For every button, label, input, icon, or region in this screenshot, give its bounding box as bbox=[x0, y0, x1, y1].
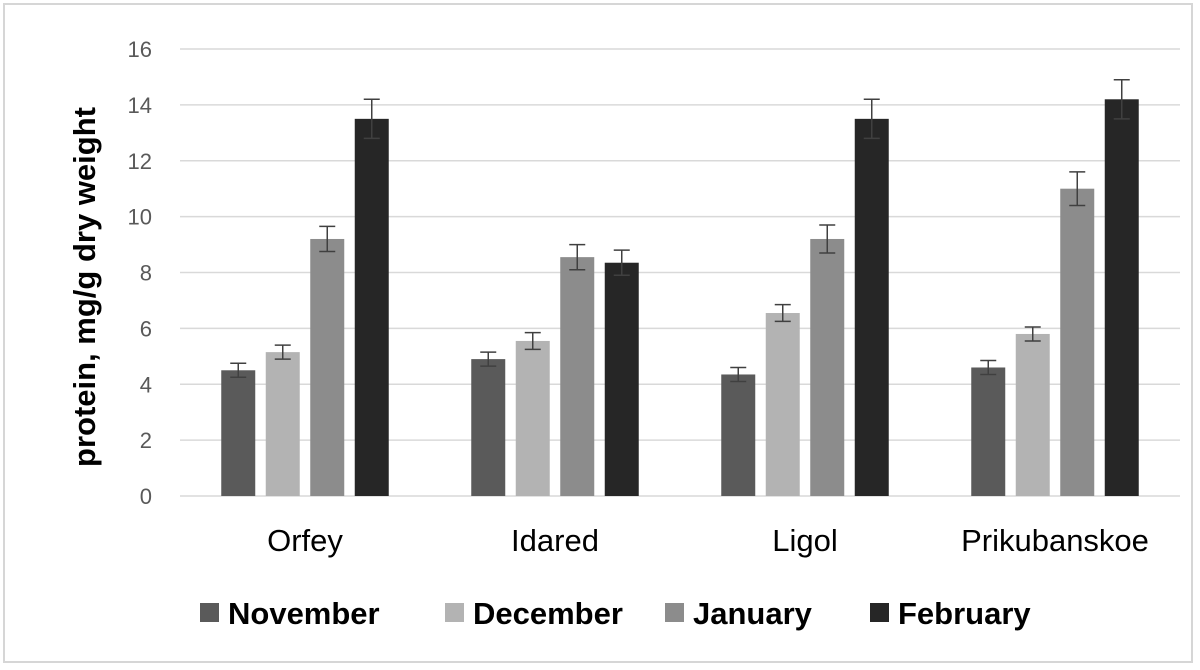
bar-november-prikubanskoe bbox=[971, 367, 1006, 496]
x-category-label: Orfey bbox=[267, 523, 343, 558]
error-bar bbox=[1024, 326, 1041, 342]
bar-november-ligol bbox=[721, 374, 756, 496]
x-category-label: Prikubanskoe bbox=[961, 523, 1149, 558]
legend-item-december: December bbox=[445, 596, 623, 631]
legend-label: February bbox=[898, 596, 1031, 631]
y-axis-title: protein, mg/g dry weight bbox=[67, 107, 102, 467]
error-bar bbox=[524, 331, 541, 351]
bar-december-idared bbox=[515, 340, 550, 496]
x-axis-categories: Orfey Idared Ligol Prikubanskoe bbox=[267, 523, 1149, 558]
y-tick-label: 6 bbox=[140, 316, 152, 341]
bar-november-orfey bbox=[221, 370, 256, 496]
y-tick-label: 0 bbox=[140, 484, 152, 509]
y-axis-ticks: 0 2 4 6 8 10 12 14 16 bbox=[128, 37, 152, 509]
error-bar bbox=[230, 362, 247, 379]
legend-swatch bbox=[665, 603, 684, 622]
bar-february-prikubanskoe bbox=[1104, 99, 1139, 496]
legend-item-january: January bbox=[665, 596, 813, 631]
bar-november-idared bbox=[471, 359, 506, 496]
bar-february-orfey bbox=[354, 118, 389, 496]
y-tick-label: 8 bbox=[140, 261, 152, 286]
bars bbox=[221, 99, 1139, 496]
error-bar bbox=[569, 243, 586, 271]
error-bar bbox=[363, 98, 380, 140]
y-tick-label: 4 bbox=[140, 372, 152, 397]
bar-january-ligol bbox=[810, 238, 845, 496]
bar-february-ligol bbox=[854, 118, 889, 496]
error-bar bbox=[819, 224, 836, 254]
legend-label: January bbox=[693, 596, 813, 631]
chart-frame: 0 2 4 6 8 10 12 14 16 Orfey Idared Ligol Prikubansk… bbox=[3, 3, 1193, 663]
legend-item-november: November bbox=[200, 596, 380, 631]
error-bar bbox=[980, 359, 997, 376]
error-bars bbox=[230, 78, 1130, 383]
error-bar bbox=[1113, 78, 1130, 120]
error-bar bbox=[613, 249, 630, 277]
y-tick-label: 2 bbox=[140, 428, 152, 453]
y-tick-label: 10 bbox=[128, 205, 152, 230]
legend-swatch bbox=[445, 603, 464, 622]
legend-swatch bbox=[870, 603, 889, 622]
bar-january-orfey bbox=[310, 238, 345, 496]
gridlines bbox=[180, 48, 1180, 497]
y-tick-label: 16 bbox=[128, 37, 152, 62]
legend-label: December bbox=[473, 596, 623, 631]
error-bar bbox=[274, 344, 291, 360]
bar-february-idared bbox=[604, 262, 639, 496]
error-bar bbox=[863, 98, 880, 140]
x-category-label: Idared bbox=[511, 523, 599, 558]
legend-label: November bbox=[228, 596, 380, 631]
bar-december-prikubanskoe bbox=[1015, 333, 1050, 496]
legend-item-february: February bbox=[870, 596, 1031, 631]
chart-svg: 0 2 4 6 8 10 12 14 16 Orfey Idared Ligol Prikubansk… bbox=[67, 37, 1180, 631]
error-bar bbox=[1069, 171, 1086, 207]
x-category-label: Ligol bbox=[772, 523, 838, 558]
error-bar bbox=[319, 225, 336, 253]
legend: November December January February bbox=[200, 596, 1031, 631]
bar-january-idared bbox=[560, 257, 595, 496]
error-bar bbox=[774, 303, 791, 323]
bar-december-ligol bbox=[765, 313, 800, 496]
bar-january-prikubanskoe bbox=[1060, 188, 1095, 496]
bar-december-orfey bbox=[265, 352, 300, 496]
error-bar bbox=[480, 351, 497, 367]
y-tick-label: 14 bbox=[128, 93, 152, 118]
legend-swatch bbox=[200, 603, 219, 622]
error-bar bbox=[730, 366, 747, 383]
y-tick-label: 12 bbox=[128, 149, 152, 174]
